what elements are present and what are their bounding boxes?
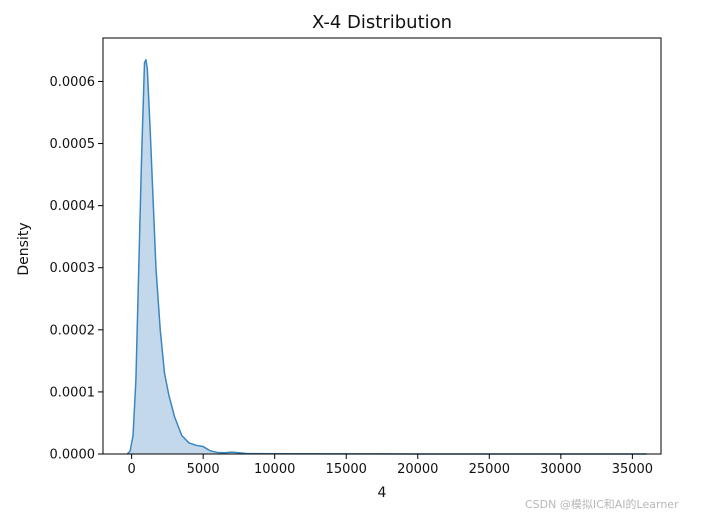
y-tick-label: 0.0003 (50, 261, 96, 276)
watermark: CSDN @模拟IC和AI的Learner (525, 498, 679, 511)
x-tick-label: 30000 (540, 462, 581, 477)
x-tick-label: 15000 (326, 462, 367, 477)
y-tick-label: 0.0004 (50, 199, 96, 214)
x-tick-label: 20000 (397, 462, 438, 477)
y-tick-label: 0.0005 (50, 137, 96, 152)
x-tick-label: 10000 (254, 462, 295, 477)
y-tick-label: 0.0001 (50, 385, 96, 400)
x-tick-label: 0 (127, 462, 135, 477)
plot-area (102, 37, 662, 455)
chart-title: X-4 Distribution (312, 12, 452, 33)
x-axis-label: 4 (378, 485, 387, 501)
x-tick-label: 35000 (612, 462, 653, 477)
y-axis-label: Density (16, 222, 32, 275)
x-axis-ticks: 0 5000 10000 15000 20000 25000 30000 35000 (127, 454, 653, 477)
density-line (126, 58, 647, 455)
y-axis-ticks: 0.0000 0.0001 0.0002 0.0003 0.0004 0.0005 0.00… (50, 75, 103, 463)
axes-frame (102, 37, 662, 455)
density-fill (127, 59, 647, 454)
y-tick-label: 0.0006 (50, 75, 96, 90)
x-tick-label: 5000 (187, 462, 220, 477)
y-tick-label: 0.0000 (50, 448, 96, 463)
x-tick-label: 25000 (469, 462, 510, 477)
y-tick-label: 0.0002 (50, 323, 96, 338)
